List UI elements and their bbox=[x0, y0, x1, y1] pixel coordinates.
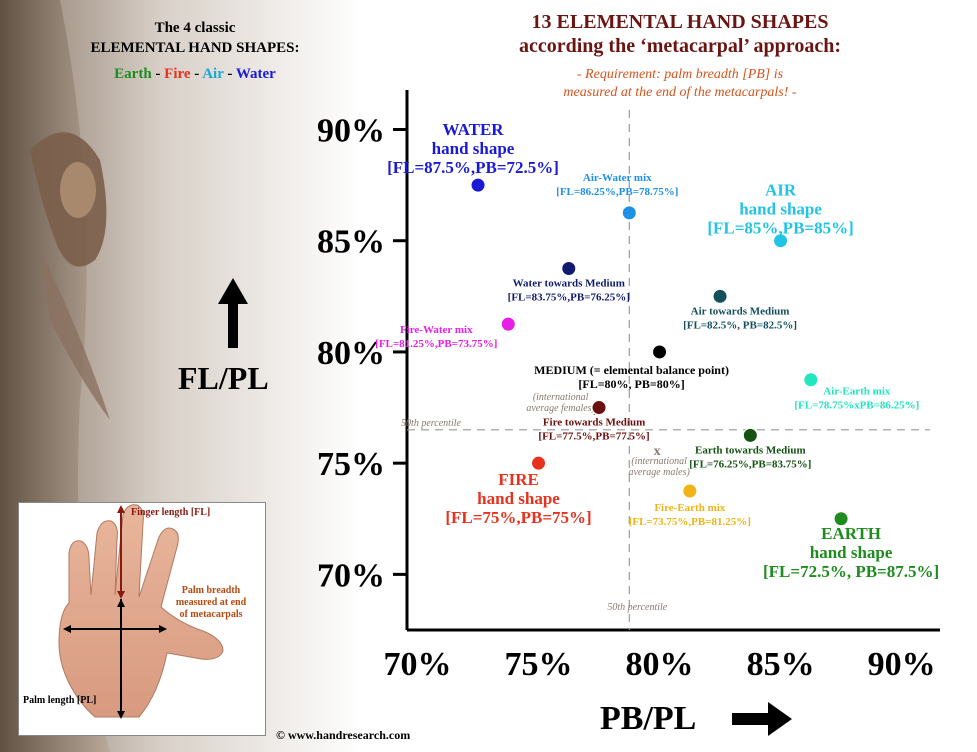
point-coords: [FL=76.25%,PB=83.75%] bbox=[689, 458, 811, 470]
palm-breadth-line3: of metacarpals bbox=[179, 609, 243, 620]
y-tick-label: 75% bbox=[317, 446, 385, 483]
point-label: hand shape bbox=[810, 543, 893, 562]
data-point bbox=[621, 205, 637, 221]
data-point bbox=[531, 455, 547, 471]
average-marker: x bbox=[654, 444, 661, 459]
point-label: Water towards Medium bbox=[513, 278, 625, 290]
point-coords: [FL=78.75%xPB=86.25%] bbox=[794, 400, 919, 412]
data-point bbox=[561, 261, 577, 277]
legend-separator: - bbox=[155, 66, 165, 82]
chart-subtitle-line2: measured at the end of the metacarpals! … bbox=[563, 85, 797, 100]
legend-heading-line1: The 4 classic bbox=[154, 20, 236, 36]
legend-heading-line2: ELEMENTAL HAND SHAPES: bbox=[90, 40, 300, 56]
data-point bbox=[500, 316, 516, 332]
chart-title: 13 ELEMENTAL HAND SHAPES according the ‘… bbox=[420, 10, 940, 58]
x-axis-label: PB/PL bbox=[600, 700, 697, 737]
vertical-percentile-label: 50th percentile bbox=[607, 602, 667, 613]
average-label: (international bbox=[533, 392, 589, 403]
data-point bbox=[742, 427, 758, 443]
x-tick-label: 75% bbox=[505, 646, 573, 683]
x-tick-label: 70% bbox=[384, 646, 452, 683]
point-label: FIRE bbox=[498, 470, 539, 489]
horizontal-percentile-label: 50th percentile bbox=[401, 418, 461, 429]
legend-heading: The 4 classic ELEMENTAL HAND SHAPES: bbox=[60, 18, 330, 58]
average-label: (international bbox=[631, 456, 687, 467]
point-coords: [FL=73.75%,PB=81.25%] bbox=[629, 516, 751, 528]
point-coords: [FL=81.25%,PB=73.75%] bbox=[375, 338, 497, 350]
axes: 70% 75% 80% 85% 90% 70% 75% 80% 85% 90% 50th perce… bbox=[317, 90, 940, 683]
palm-breadth-line1: Palm breadth bbox=[181, 585, 241, 596]
point-label: Air-Earth mix bbox=[823, 386, 891, 398]
x-tick-label: 80% bbox=[626, 646, 694, 683]
palm-breadth-label: Palm breadth measured at end of metacarp… bbox=[159, 585, 263, 621]
point-coords: [FL=75%,PB=75%] bbox=[445, 508, 591, 527]
point-coords: [FL=85%,PB=85%] bbox=[707, 219, 853, 238]
point-label: Air-Water mix bbox=[583, 172, 652, 184]
y-tick-label: 80% bbox=[317, 335, 385, 372]
data-point bbox=[591, 400, 607, 416]
legend-separator: - bbox=[227, 66, 236, 82]
point-label: Fire-Earth mix bbox=[654, 502, 725, 514]
point-label: MEDIUM (= elemental balance point) bbox=[534, 363, 729, 377]
palm-breadth-line2: measured at end bbox=[175, 597, 247, 608]
hand-measurement-diagram: Finger length [FL] Palm breadth measured… bbox=[18, 502, 266, 736]
data-point bbox=[470, 177, 486, 193]
point-label: Fire towards Medium bbox=[543, 417, 645, 429]
point-coords: [FL=86.25%,PB=78.75%] bbox=[556, 186, 678, 198]
point-coords: [FL=72.5%, PB=87.5%] bbox=[763, 562, 939, 581]
legend-earth: Earth bbox=[114, 66, 152, 82]
data-point bbox=[773, 233, 789, 249]
average-label: average females) bbox=[526, 403, 595, 414]
point-label: Earth towards Medium bbox=[695, 444, 806, 456]
point-label: hand shape bbox=[432, 139, 515, 158]
average-label: average males) bbox=[628, 467, 690, 478]
point-coords: [FL=83.75%,PB=76.25%] bbox=[508, 292, 630, 304]
point-coords: [FL=80%, PB=80%] bbox=[578, 377, 684, 391]
legend-air: Air bbox=[202, 66, 224, 82]
point-label: hand shape bbox=[477, 489, 560, 508]
point-label: AIR bbox=[765, 181, 797, 200]
legend-water: Water bbox=[235, 66, 276, 82]
hand-illustration bbox=[58, 504, 224, 719]
point-coords: [FL=82.5%, PB=82.5%] bbox=[683, 319, 797, 331]
point-label: hand shape bbox=[739, 200, 822, 219]
chart-title-line1: 13 ELEMENTAL HAND SHAPES bbox=[531, 11, 829, 33]
point-label: Air towards Medium bbox=[691, 305, 790, 317]
point-coords: [FL=87.5%,PB=72.5%] bbox=[387, 158, 559, 177]
data-point bbox=[652, 344, 668, 360]
palm-length-label: Palm length [PL] bbox=[23, 695, 97, 706]
y-tick-label: 70% bbox=[317, 557, 385, 594]
right-arrow-icon bbox=[732, 702, 792, 736]
y-tick-label: 90% bbox=[317, 112, 385, 149]
chart-subtitle: - Requirement: palm breadth [PB] is meas… bbox=[440, 66, 920, 102]
data-point bbox=[712, 288, 728, 304]
legend-elements: Earth - Fire - Air - Water bbox=[60, 66, 330, 83]
finger-length-label: Finger length [FL] bbox=[131, 507, 211, 518]
y-tick-label: 85% bbox=[317, 224, 385, 261]
legend-fire: Fire bbox=[164, 66, 191, 82]
data-point bbox=[803, 372, 819, 388]
up-arrow-icon bbox=[218, 278, 248, 348]
legend-separator: - bbox=[194, 66, 203, 82]
copyright-text: © www.handresearch.com bbox=[276, 728, 411, 742]
y-axis-label: FL/PL bbox=[178, 360, 269, 396]
data-point bbox=[682, 483, 698, 499]
point-label: Fire-Water mix bbox=[400, 324, 473, 336]
point-label: WATER bbox=[442, 120, 504, 139]
point-coords: [FL=77.5%,PB=77.5%] bbox=[538, 431, 649, 443]
chart-title-line2: according the ‘metacarpal’ approach: bbox=[519, 35, 841, 57]
point-label: EARTH bbox=[821, 524, 881, 543]
chart-subtitle-line1: - Requirement: palm breadth [PB] is bbox=[576, 67, 784, 82]
x-tick-label: 85% bbox=[747, 646, 815, 683]
x-tick-label: 90% bbox=[868, 646, 936, 683]
data-point bbox=[833, 511, 849, 527]
